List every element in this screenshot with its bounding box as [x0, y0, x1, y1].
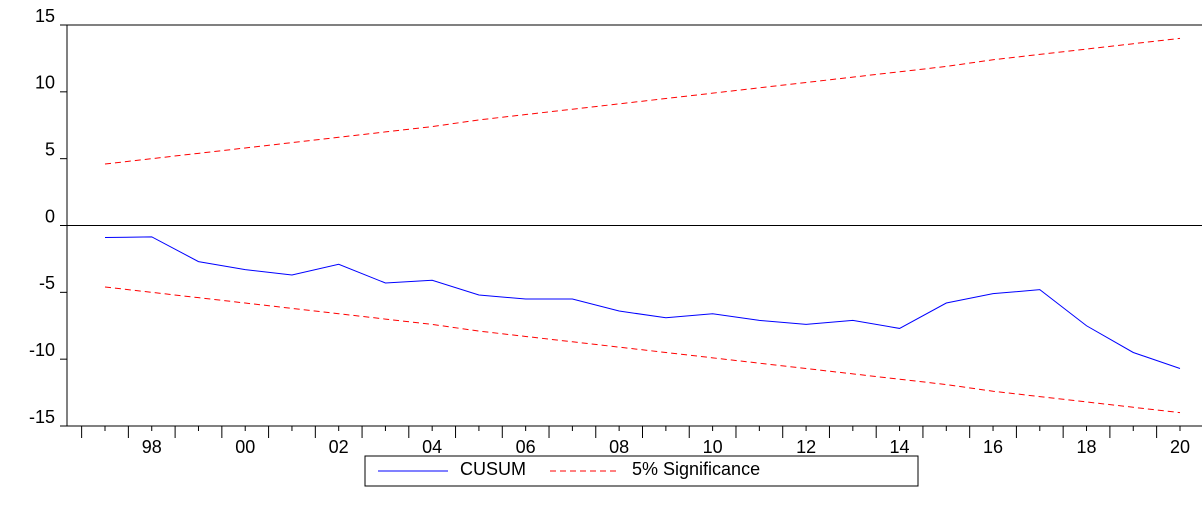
x-tick-label: 18 — [1077, 437, 1097, 457]
legend — [364, 455, 919, 487]
x-tick-label: 20 — [1170, 437, 1190, 457]
x-tick-label: 00 — [235, 437, 255, 457]
x-tick-label: 10 — [703, 437, 723, 457]
y-tick-label: 10 — [35, 73, 55, 93]
x-tick-label: 02 — [329, 437, 349, 457]
x-tick-label: 14 — [890, 437, 910, 457]
x-tick-label: 04 — [422, 437, 442, 457]
y-tick-label: -10 — [29, 340, 55, 360]
y-tick-label: 15 — [35, 6, 55, 26]
x-tick-label: 98 — [142, 437, 162, 457]
x-tick-label: 08 — [609, 437, 629, 457]
legend-label: 5% Significance — [632, 459, 760, 479]
series-line — [104, 37, 1181, 165]
x-tick-label: 06 — [516, 437, 536, 457]
y-tick-label: -15 — [29, 407, 55, 427]
series-line — [104, 286, 1181, 414]
y-tick-label: 0 — [45, 206, 55, 226]
y-tick-label: -5 — [39, 273, 55, 293]
series-line — [104, 236, 1181, 369]
y-tick-label: 5 — [45, 139, 55, 159]
x-tick-label: 16 — [983, 437, 1003, 457]
legend-label: CUSUM — [460, 459, 526, 479]
x-tick-label: 12 — [796, 437, 816, 457]
